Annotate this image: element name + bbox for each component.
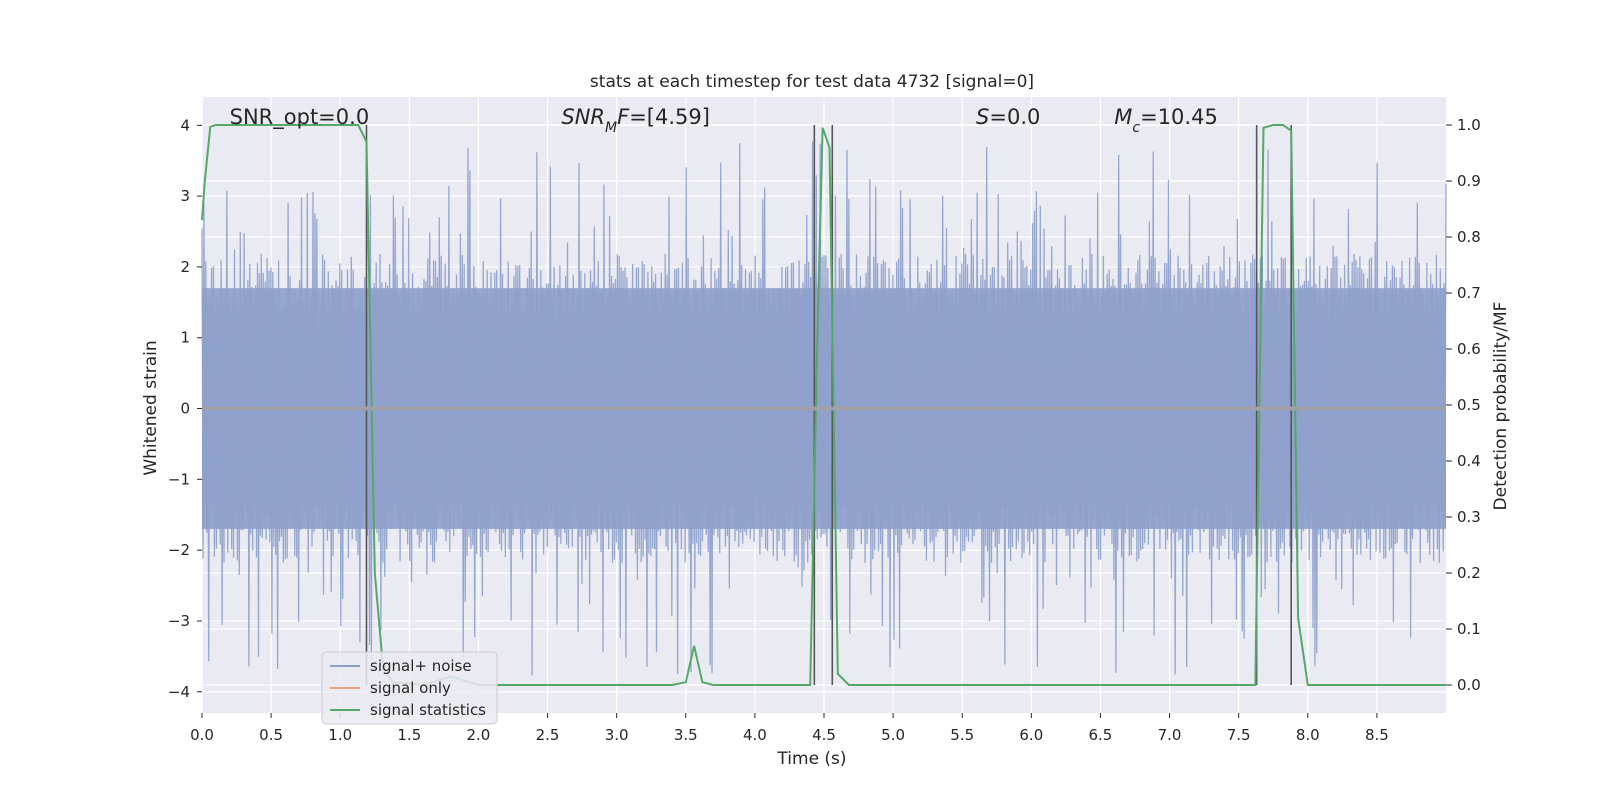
x-tick-label: 6.0 — [1019, 726, 1043, 744]
y-right-tick-label: 1.0 — [1457, 116, 1481, 134]
series-signal-statistics — [201, 124, 1446, 687]
y-right-tick-label: 0.2 — [1457, 564, 1481, 582]
x-tick-label: 1.5 — [397, 726, 421, 744]
y-left-tick-label: 0 — [180, 400, 190, 418]
y-left-tick-label: 1 — [180, 329, 190, 347]
y-left-tick-label: −4 — [168, 683, 190, 701]
detection-boundary-lines — [365, 125, 1292, 685]
x-axis-ticks: 0.0 0.5 1.0 1.5 2.0 2.5 3.0 3.5 4.0 4.5 5.0 5.5 6.0 6… — [190, 713, 1389, 744]
y-right-tick-label: 0.1 — [1457, 620, 1481, 638]
x-tick-label: 5.0 — [881, 726, 905, 744]
annotations: SNR_opt=0.0 SNRMF=[4.59] S=0.0 Mc=10.45 — [230, 105, 1218, 136]
x-tick-label: 8.5 — [1365, 726, 1389, 744]
y-right-tick-label: 0.6 — [1457, 340, 1481, 358]
y-right-tick-label: 0.8 — [1457, 228, 1481, 246]
x-tick-label: 5.5 — [950, 726, 974, 744]
x-tick-label: 3.0 — [605, 726, 629, 744]
y-right-tick-label: 0.3 — [1457, 508, 1481, 526]
y-right-tick-label: 0.9 — [1457, 172, 1481, 190]
chart-title: stats at each timestep for test data 473… — [590, 72, 1034, 92]
x-tick-label: 4.0 — [743, 726, 767, 744]
y-left-tick-label: −3 — [168, 612, 190, 630]
annotation-snr-opt: SNR_opt=0.0 — [230, 105, 370, 130]
x-tick-label: 2.0 — [467, 726, 491, 744]
y-right-tick-label: 0.5 — [1457, 396, 1481, 414]
x-tick-label: 7.5 — [1227, 726, 1251, 744]
statistics-line — [201, 124, 1446, 687]
y-left-tick-label: −2 — [168, 541, 190, 559]
x-tick-label: 2.5 — [536, 726, 560, 744]
y-left-tick-label: 2 — [180, 258, 190, 276]
x-tick-label: 6.5 — [1089, 726, 1113, 744]
x-tick-label: 0.5 — [259, 726, 283, 744]
x-axis-label: Time (s) — [776, 749, 846, 769]
legend: signal+ noise signal only signal statistic… — [321, 651, 498, 725]
x-tick-label: 4.5 — [812, 726, 836, 744]
x-tick-label: 7.0 — [1158, 726, 1182, 744]
y-left-tick-label: −1 — [168, 470, 190, 488]
x-tick-label: 1.0 — [328, 726, 352, 744]
x-tick-label: 8.0 — [1296, 726, 1320, 744]
y-axis-right-ticks: 1.0 0.9 0.8 0.7 0.6 0.5 0.4 0.3 0.2 0.1 0.0 — [1446, 116, 1481, 694]
annotation-mc: Mc=10.45 — [1114, 105, 1218, 136]
y-right-tick-label: 0.4 — [1457, 452, 1481, 470]
annotation-snr-mf: SNRMF=[4.59] — [561, 105, 710, 136]
legend-box — [321, 651, 498, 725]
legend-label: signal+ noise — [370, 657, 472, 675]
annotation-s: S=0.0 — [976, 105, 1040, 129]
y-axis-left-ticks: 4 3 2 1 0 −1 −2 −3 −4 — [168, 116, 202, 701]
x-tick-label: 0.0 — [190, 726, 214, 744]
legend-label: signal statistics — [370, 701, 486, 719]
legend-label: signal only — [370, 679, 451, 697]
y-axis-left-label: Whitened strain — [141, 340, 161, 475]
y-left-tick-label: 4 — [180, 116, 190, 134]
y-axis-right-label: Detection probability/MF — [1491, 302, 1511, 511]
x-tick-label: 3.5 — [674, 726, 698, 744]
y-left-tick-label: 3 — [180, 187, 190, 205]
y-right-tick-label: 0.7 — [1457, 284, 1481, 302]
y-right-tick-label: 0.0 — [1457, 676, 1481, 694]
